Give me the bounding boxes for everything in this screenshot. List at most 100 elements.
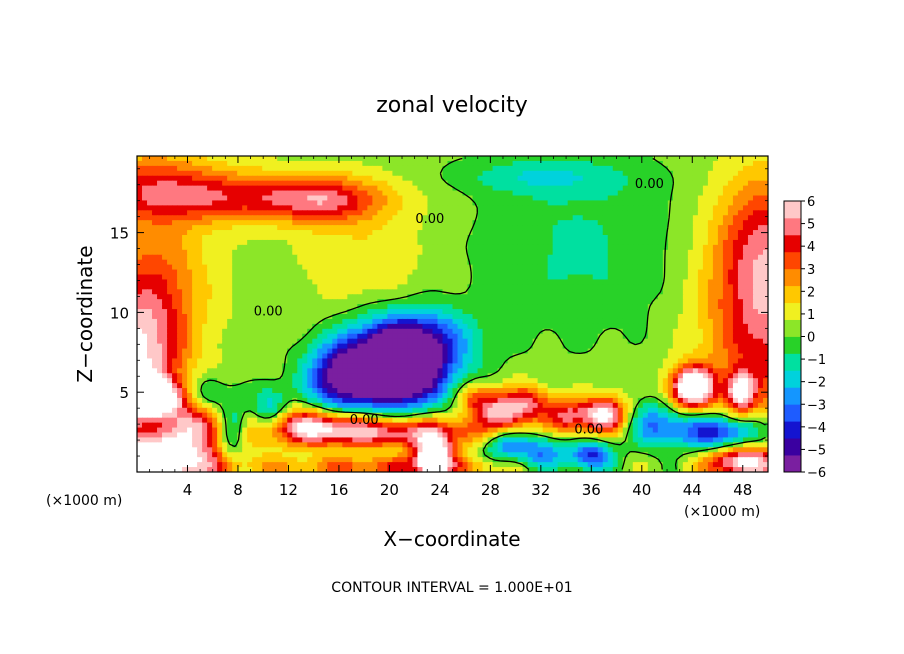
field-cell <box>527 309 534 315</box>
field-cell <box>747 304 754 310</box>
field-cell <box>612 170 619 177</box>
field-cell <box>277 195 283 202</box>
field-cell <box>277 314 283 320</box>
field-cell <box>372 190 378 197</box>
field-cell <box>727 289 734 295</box>
field-cell <box>182 200 188 206</box>
field-cell <box>277 215 283 221</box>
field-cell <box>177 215 183 221</box>
field-cell <box>747 299 754 305</box>
field-cell <box>212 338 218 345</box>
field-cell <box>462 279 469 285</box>
field-cell <box>212 323 218 330</box>
field-cell <box>147 239 153 246</box>
field-cell <box>397 249 404 256</box>
field-cell <box>517 239 524 246</box>
field-cell <box>267 309 273 315</box>
field-cell <box>477 220 484 226</box>
field-cell <box>622 190 629 197</box>
field-cell <box>687 210 694 216</box>
field-cell <box>747 343 754 350</box>
field-cell <box>267 294 273 300</box>
field-cell <box>217 289 223 295</box>
field-cell <box>237 175 243 182</box>
field-cell <box>762 343 768 350</box>
field-cell <box>197 323 203 330</box>
field-cell <box>242 244 248 251</box>
field-cell <box>202 239 208 246</box>
field-cell <box>142 304 148 310</box>
field-cell <box>622 215 629 221</box>
field-cell <box>632 343 639 350</box>
field-cell <box>487 200 494 206</box>
field-cell <box>657 225 664 231</box>
field-cell <box>467 294 474 300</box>
field-cell <box>397 284 404 290</box>
field-cell <box>292 235 298 241</box>
field-cell <box>692 165 699 172</box>
field-cell <box>327 338 333 345</box>
field-cell <box>732 239 739 246</box>
field-cell <box>272 165 278 172</box>
field-cell <box>682 323 689 330</box>
field-cell <box>147 215 153 221</box>
field-cell <box>682 289 689 295</box>
field-cell <box>522 215 529 221</box>
field-cell <box>557 343 564 350</box>
field-cell <box>597 205 604 211</box>
field-cell <box>452 294 459 300</box>
field-cell <box>332 323 338 330</box>
field-cell <box>412 230 419 236</box>
field-cell <box>172 328 178 335</box>
field-cell <box>382 274 388 281</box>
field-cell <box>347 239 353 246</box>
field-cell <box>587 165 594 172</box>
field-cell <box>542 314 549 320</box>
field-cell <box>242 195 248 202</box>
field-cell <box>282 220 288 226</box>
field-cell <box>327 170 333 177</box>
field-cell <box>692 309 699 315</box>
field-cell <box>417 170 424 177</box>
field-cell <box>317 190 323 197</box>
field-cell <box>202 215 208 221</box>
field-cell <box>707 304 714 310</box>
field-cell <box>297 274 303 281</box>
field-cell <box>757 156 764 162</box>
field-cell <box>297 279 303 285</box>
field-cell <box>677 249 684 256</box>
field-cell <box>192 254 198 261</box>
field-cell <box>167 318 173 325</box>
field-cell <box>427 249 434 256</box>
field-cell <box>322 274 328 281</box>
field-cell <box>162 230 168 236</box>
field-cell <box>727 259 734 266</box>
field-cell <box>237 318 243 325</box>
field-cell <box>482 175 489 182</box>
field-cell <box>447 289 454 295</box>
field-cell <box>562 338 569 345</box>
field-cell <box>362 333 368 340</box>
field-cell <box>567 215 574 221</box>
field-cell <box>467 239 474 246</box>
field-cell <box>662 284 669 290</box>
field-cell <box>222 299 228 305</box>
field-cell <box>347 299 353 305</box>
field-cell <box>362 180 368 187</box>
field-cell <box>687 259 694 266</box>
field-cell <box>277 210 283 216</box>
field-cell <box>432 323 439 330</box>
field-cell <box>447 254 454 261</box>
field-cell <box>157 338 163 345</box>
field-cell <box>202 235 208 241</box>
field-cell <box>287 215 293 221</box>
field-cell <box>422 215 429 221</box>
field-cell <box>667 254 674 261</box>
field-cell <box>627 314 634 320</box>
field-cell <box>732 190 739 197</box>
field-cell <box>467 289 474 295</box>
field-cell <box>372 333 378 340</box>
field-cell <box>277 244 283 251</box>
field-cell <box>642 220 649 226</box>
field-cell <box>527 239 534 246</box>
